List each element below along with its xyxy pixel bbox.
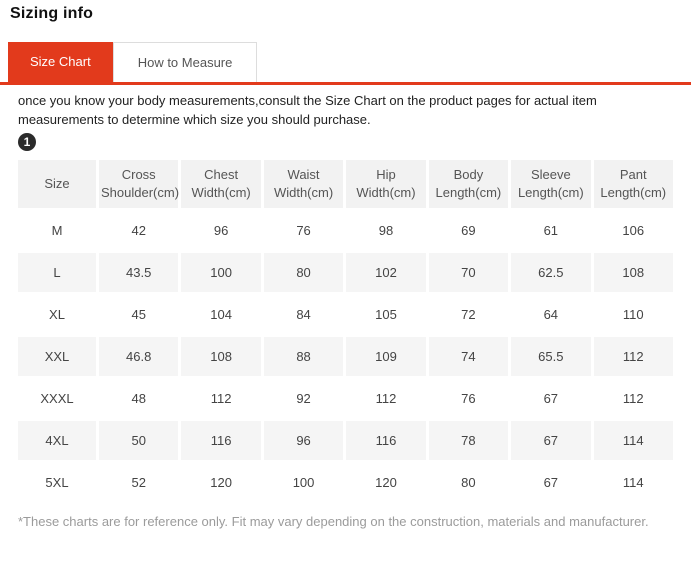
table-cell: 92 bbox=[263, 378, 344, 418]
tab-size-chart[interactable]: Size Chart bbox=[8, 42, 113, 82]
description-text: once you know your body measurements,con… bbox=[18, 93, 597, 127]
table-cell: XXL bbox=[18, 336, 96, 376]
table-cell: 62.5 bbox=[511, 252, 591, 292]
table-cell: 98 bbox=[346, 210, 426, 250]
table-cell: XL bbox=[18, 294, 96, 334]
table-cell: 52 bbox=[99, 462, 179, 502]
table-cell: 120 bbox=[181, 462, 261, 502]
table-cell: 116 bbox=[346, 420, 426, 460]
table-cell: 112 bbox=[593, 336, 673, 376]
step-1-badge: 1 bbox=[18, 132, 36, 151]
table-cell: 80 bbox=[263, 252, 344, 292]
tab-bar: Size Chart How to Measure bbox=[8, 42, 691, 82]
table-cell: 4XL bbox=[18, 420, 96, 460]
column-header: Body Length(cm) bbox=[428, 159, 509, 208]
disclaimer-text: *These charts are for reference only. Fi… bbox=[18, 513, 649, 529]
table-cell: 76 bbox=[428, 378, 509, 418]
table-cell: 100 bbox=[181, 252, 261, 292]
size-chart-table: Size Cross Shoulder(cm) Chest Width(cm) Wai… bbox=[15, 157, 676, 505]
table-cell: 5XL bbox=[18, 462, 96, 502]
table-cell: 80 bbox=[428, 462, 509, 502]
table-cell: 108 bbox=[593, 252, 673, 292]
table-cell: 76 bbox=[263, 210, 344, 250]
column-header: Sleeve Length(cm) bbox=[511, 159, 591, 208]
table-cell: 61 bbox=[511, 210, 591, 250]
table-body: M 42 96 76 98 69 61 106 L 43.5 100 80 102 70 62.5 108 XL… bbox=[18, 210, 673, 502]
column-header: Size bbox=[18, 159, 96, 208]
table-cell: 48 bbox=[99, 378, 179, 418]
table-cell: 112 bbox=[593, 378, 673, 418]
table-row: L 43.5 100 80 102 70 62.5 108 bbox=[18, 252, 673, 292]
table-cell: 50 bbox=[99, 420, 179, 460]
table-cell: 104 bbox=[181, 294, 261, 334]
table-row: XL 45 104 84 105 72 64 110 bbox=[18, 294, 673, 334]
table-cell: M bbox=[18, 210, 96, 250]
column-header: Waist Width(cm) bbox=[263, 159, 344, 208]
table-cell: 112 bbox=[181, 378, 261, 418]
table-cell: 114 bbox=[593, 462, 673, 502]
table-cell: 100 bbox=[263, 462, 344, 502]
table-cell: 84 bbox=[263, 294, 344, 334]
table-cell: 67 bbox=[511, 420, 591, 460]
table-cell: 78 bbox=[428, 420, 509, 460]
column-header: Hip Width(cm) bbox=[346, 159, 426, 208]
table-cell: L bbox=[18, 252, 96, 292]
table-cell: 112 bbox=[346, 378, 426, 418]
table-cell: 105 bbox=[346, 294, 426, 334]
table-row: M 42 96 76 98 69 61 106 bbox=[18, 210, 673, 250]
table-cell: 64 bbox=[511, 294, 591, 334]
table-cell: 46.8 bbox=[99, 336, 179, 376]
table-cell: 67 bbox=[511, 378, 591, 418]
table-cell: 96 bbox=[263, 420, 344, 460]
table-cell: 67 bbox=[511, 462, 591, 502]
table-cell: 106 bbox=[593, 210, 673, 250]
table-cell: 42 bbox=[99, 210, 179, 250]
table-row: XXXL 48 112 92 112 76 67 112 bbox=[18, 378, 673, 418]
column-header: Chest Width(cm) bbox=[181, 159, 261, 208]
table-row: 5XL 52 120 100 120 80 67 114 bbox=[18, 462, 673, 502]
table-cell: 70 bbox=[428, 252, 509, 292]
tab-underline bbox=[0, 82, 691, 85]
table-cell: 120 bbox=[346, 462, 426, 502]
table-cell: 116 bbox=[181, 420, 261, 460]
table-cell: 108 bbox=[181, 336, 261, 376]
table-cell: 102 bbox=[346, 252, 426, 292]
table-cell: 43.5 bbox=[99, 252, 179, 292]
table-row: 4XL 50 116 96 116 78 67 114 bbox=[18, 420, 673, 460]
page-title: Sizing info bbox=[10, 5, 94, 22]
table-cell: 109 bbox=[346, 336, 426, 376]
table-row: XXL 46.8 108 88 109 74 65.5 112 bbox=[18, 336, 673, 376]
table-cell: 69 bbox=[428, 210, 509, 250]
table-cell: 74 bbox=[428, 336, 509, 376]
table-cell: 45 bbox=[99, 294, 179, 334]
column-header: Cross Shoulder(cm) bbox=[99, 159, 179, 208]
table-cell: XXXL bbox=[18, 378, 96, 418]
column-header: Pant Length(cm) bbox=[593, 159, 673, 208]
table-cell: 88 bbox=[263, 336, 344, 376]
table-cell: 110 bbox=[593, 294, 673, 334]
sizing-info-page: Sizing info Size Chart How to Measure on… bbox=[0, 5, 691, 570]
table-header-row: Size Cross Shoulder(cm) Chest Width(cm) Wai… bbox=[18, 159, 673, 208]
table-cell: 114 bbox=[593, 420, 673, 460]
table-cell: 96 bbox=[181, 210, 261, 250]
table-cell: 65.5 bbox=[511, 336, 591, 376]
table-cell: 72 bbox=[428, 294, 509, 334]
tab-how-to-measure[interactable]: How to Measure bbox=[112, 42, 258, 82]
